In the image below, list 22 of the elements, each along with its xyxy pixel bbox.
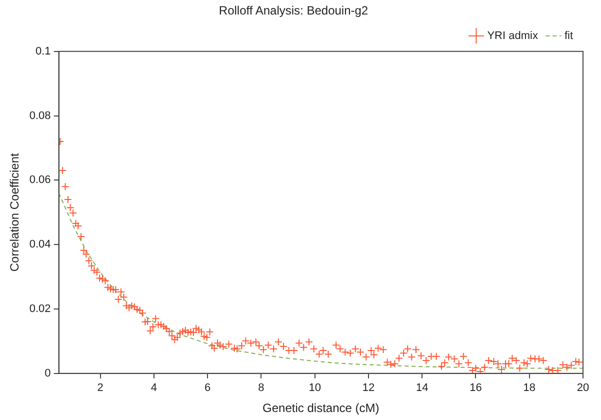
x-tick-label: 2 <box>97 382 104 394</box>
x-tick-label: 16 <box>470 382 482 394</box>
y-tick-label: 0.1 <box>36 45 51 58</box>
line-series <box>58 192 583 369</box>
y-tick-label: 0 <box>44 367 51 380</box>
x-tick-label: 8 <box>258 382 264 394</box>
legend-label: YRI admix <box>487 30 538 42</box>
legend-label: fit <box>564 30 574 42</box>
x-tick-label: 6 <box>204 382 211 394</box>
x-tick-label: 12 <box>362 382 375 394</box>
x-axis-title: Genetic distance (cM) <box>262 401 380 416</box>
y-tick-label: 0.08 <box>29 110 51 122</box>
y-tick-label: 0.06 <box>29 174 51 186</box>
x-tick-label: 14 <box>416 382 428 394</box>
x-tick-label: 18 <box>523 382 536 394</box>
y-tick-label: 0.02 <box>29 303 51 316</box>
x-tick-label: 4 <box>150 382 158 394</box>
y-tick-label: 0.04 <box>29 238 51 251</box>
x-tick-label: 10 <box>308 382 321 394</box>
x-tick-label: 20 <box>576 382 590 394</box>
y-axis-title: Correlation Coefficient <box>8 152 22 272</box>
chart-title: Rolloff Analysis: Bedouin-g2 <box>218 4 368 18</box>
